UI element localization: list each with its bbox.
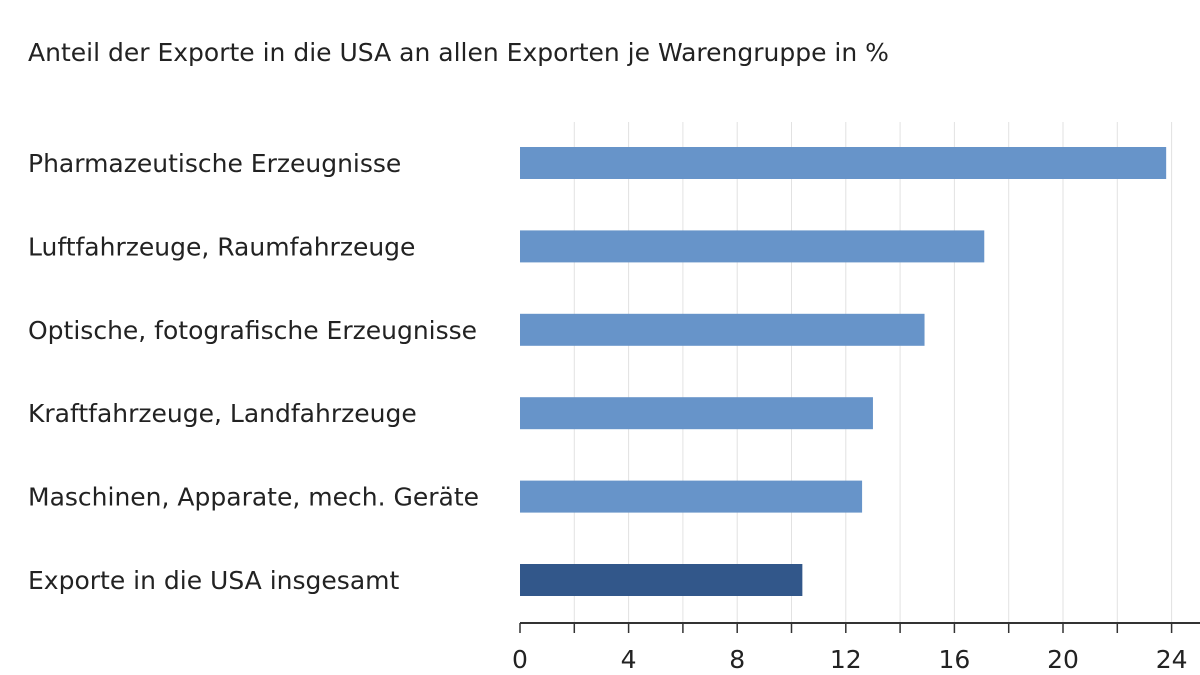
x-tick-label: 12 — [830, 645, 862, 674]
grid-lines — [573, 122, 1173, 623]
bar — [520, 147, 1167, 179]
category-label: Exporte in die USA insgesamt — [28, 566, 399, 595]
chart-title: Anteil der Exporte in die USA an allen E… — [28, 38, 889, 67]
x-tick-label: 0 — [512, 645, 528, 674]
category-label: Maschinen, Apparate, mech. Geräte — [28, 483, 479, 512]
bar — [520, 397, 873, 430]
x-tick-label: 8 — [729, 645, 745, 674]
bar — [520, 564, 803, 596]
category-label: Pharmazeutische Erzeugnisse — [28, 149, 401, 178]
x-tick-label: 16 — [938, 645, 970, 674]
bar — [520, 480, 863, 513]
category-label: Optische, fotografische Erzeugnisse — [28, 316, 477, 345]
category-label: Luftfahrzeuge, Raumfahrzeuge — [28, 232, 415, 261]
category-label: Kraftfahrzeuge, Landfahrzeuge — [28, 399, 417, 428]
category-labels: Pharmazeutische Erzeugnisse Luftfahrzeuge… — [28, 149, 479, 595]
x-axis: 0 4 8 12 16 20 24 — [512, 622, 1200, 674]
bar — [520, 230, 985, 263]
bars — [520, 147, 1167, 596]
x-tick-label: 4 — [621, 645, 637, 674]
x-tick-label: 24 — [1156, 645, 1188, 674]
bar — [520, 313, 925, 346]
x-tick-label: 20 — [1047, 645, 1079, 674]
